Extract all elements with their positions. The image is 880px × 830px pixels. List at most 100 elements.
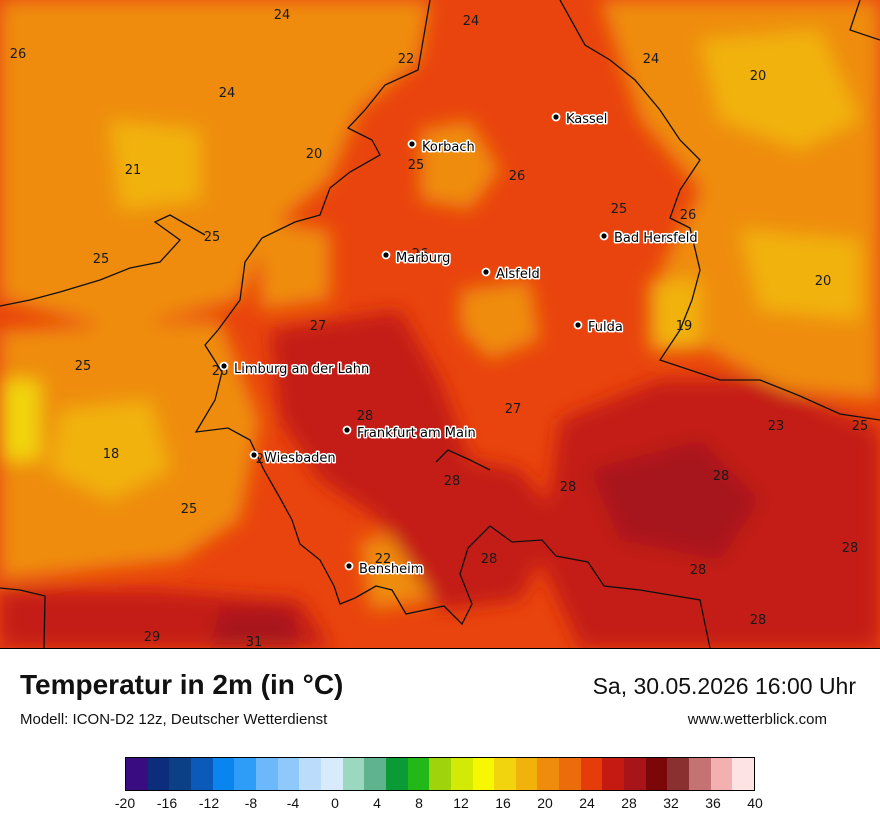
temperature-value: 19 — [676, 319, 693, 334]
map-title: Temperatur in 2m (in °C) — [20, 669, 344, 700]
city-label: Wiesbaden — [264, 451, 336, 466]
temperature-value: 25 — [204, 230, 221, 245]
temperature-value: 20 — [750, 69, 767, 84]
temperature-value: 28 — [842, 541, 859, 556]
forecast-datetime: Sa, 30.05.2026 16:00 Uhr — [592, 673, 856, 699]
city-dot — [551, 112, 561, 122]
scale-tick-label: -12 — [198, 795, 220, 811]
scale-tick-label: 32 — [663, 795, 679, 811]
scale-swatch — [407, 758, 430, 790]
city-markers: Kassel Korbach Bad Hersfeld Marburg Alsfeld F… — [219, 111, 699, 579]
city-dot — [381, 250, 391, 260]
temperature-value: 25 — [408, 158, 425, 173]
temperature-value: 24 — [643, 52, 660, 67]
city-marker: Wiesbaden — [249, 450, 337, 468]
scale-swatch — [234, 758, 256, 790]
scale-swatch — [494, 758, 516, 790]
scale-tick-label: 4 — [373, 795, 381, 811]
temperature-value: 25 — [93, 252, 110, 267]
scale-tick-label: 36 — [705, 795, 721, 811]
scale-swatch — [385, 758, 408, 790]
scale-tick-label: 0 — [331, 795, 339, 811]
city-dot — [344, 561, 354, 571]
scale-tick-label: 12 — [453, 795, 469, 811]
scale-tick-label: 28 — [621, 795, 637, 811]
scale-tick-label: 40 — [747, 795, 763, 811]
city-dot — [342, 425, 352, 435]
scale-swatch — [342, 758, 365, 790]
city-label: Kassel — [566, 112, 607, 127]
temperature-value: 26 — [412, 247, 429, 262]
city-dot — [219, 361, 229, 371]
city-marker: Marburg — [381, 250, 452, 268]
color-scale — [125, 757, 755, 791]
temperature-value: 26 — [10, 47, 27, 62]
city-marker: Korbach — [407, 139, 476, 157]
city-marker: Bad Hersfeld — [599, 230, 699, 248]
map-canvas: 24 24 26 22 24 20 24 20 25 21 26 25 26 25 26 25 20 27 19 25… — [0, 0, 880, 648]
temperature-value: 25 — [611, 202, 628, 217]
city-dot — [249, 450, 259, 460]
city-marker: Bensheim — [344, 561, 425, 579]
city-dot — [573, 320, 583, 330]
scale-swatch — [537, 758, 560, 790]
temperature-value: 25 — [75, 359, 92, 374]
city-label: Bensheim — [359, 562, 423, 577]
scale-tick-label: -8 — [244, 795, 258, 811]
city-dot — [599, 231, 609, 241]
temperature-value: 25 — [181, 502, 198, 517]
scale-swatch — [732, 758, 755, 790]
scale-swatch — [299, 758, 321, 790]
city-label: Korbach — [422, 140, 475, 155]
temperature-value: 25 — [852, 419, 869, 434]
city-label: Fulda — [588, 320, 623, 335]
scale-swatch — [190, 758, 213, 790]
scale-swatch — [624, 758, 646, 790]
temperature-value: 28 — [750, 613, 767, 628]
scale-tick-label: 16 — [495, 795, 511, 811]
temperature-value: 24 — [219, 86, 236, 101]
footer: Temperatur in 2m (in °C) Modell: ICON-D2… — [0, 649, 880, 830]
scale-swatch — [450, 758, 473, 790]
temperature-map: 24 24 26 22 24 20 24 20 25 21 26 25 26 25 26 25 20 27 19 25… — [0, 0, 880, 649]
border-lines — [0, 0, 880, 648]
scale-swatch — [645, 758, 668, 790]
city-label: Limburg an der Lahn — [234, 362, 369, 377]
scale-swatch — [212, 758, 235, 790]
temperature-value: 20 — [306, 147, 323, 162]
scale-tick-label: 8 — [415, 795, 423, 811]
temperature-value: 22 — [398, 52, 415, 67]
scale-swatch — [710, 758, 733, 790]
website-link[interactable]: www.wetterblick.com — [687, 711, 827, 728]
color-scale-ticks: -20 -16 -12 -8 -4 0 4 8 12 16 20 24 28 32 36 40 — [0, 795, 880, 815]
scale-swatch — [689, 758, 711, 790]
temperature-value: 28 — [690, 563, 707, 578]
temperature-value: 28 — [444, 474, 461, 489]
temperature-value: 26 — [256, 452, 273, 467]
scale-swatch — [602, 758, 625, 790]
scale-swatch — [320, 758, 343, 790]
city-marker: Fulda — [573, 319, 624, 337]
temperature-value: 28 — [560, 480, 577, 495]
temperature-value: 21 — [125, 163, 142, 178]
city-marker: Kassel — [551, 111, 609, 129]
scale-swatch — [559, 758, 581, 790]
scale-swatch — [364, 758, 386, 790]
city-label: Marburg — [396, 251, 450, 266]
temperature-value: 26 — [680, 208, 697, 223]
city-marker: Frankfurt am Main — [342, 425, 477, 443]
scale-swatch — [169, 758, 191, 790]
temperature-value: 28 — [481, 552, 498, 567]
scale-swatch — [472, 758, 495, 790]
temperature-value: 27 — [505, 402, 522, 417]
city-marker: Alsfeld — [481, 266, 541, 284]
city-label: Alsfeld — [496, 267, 540, 282]
temperature-value: 18 — [103, 447, 120, 462]
city-label: Frankfurt am Main — [357, 426, 476, 441]
city-dot — [481, 267, 491, 277]
temperature-values: 24 24 26 22 24 20 24 20 25 21 26 25 26 25 26 25 20 27 19 25… — [10, 8, 869, 648]
temperature-value: 23 — [768, 419, 785, 434]
scale-swatch — [126, 758, 148, 790]
temperature-value: 24 — [274, 8, 291, 23]
scale-swatch — [429, 758, 451, 790]
